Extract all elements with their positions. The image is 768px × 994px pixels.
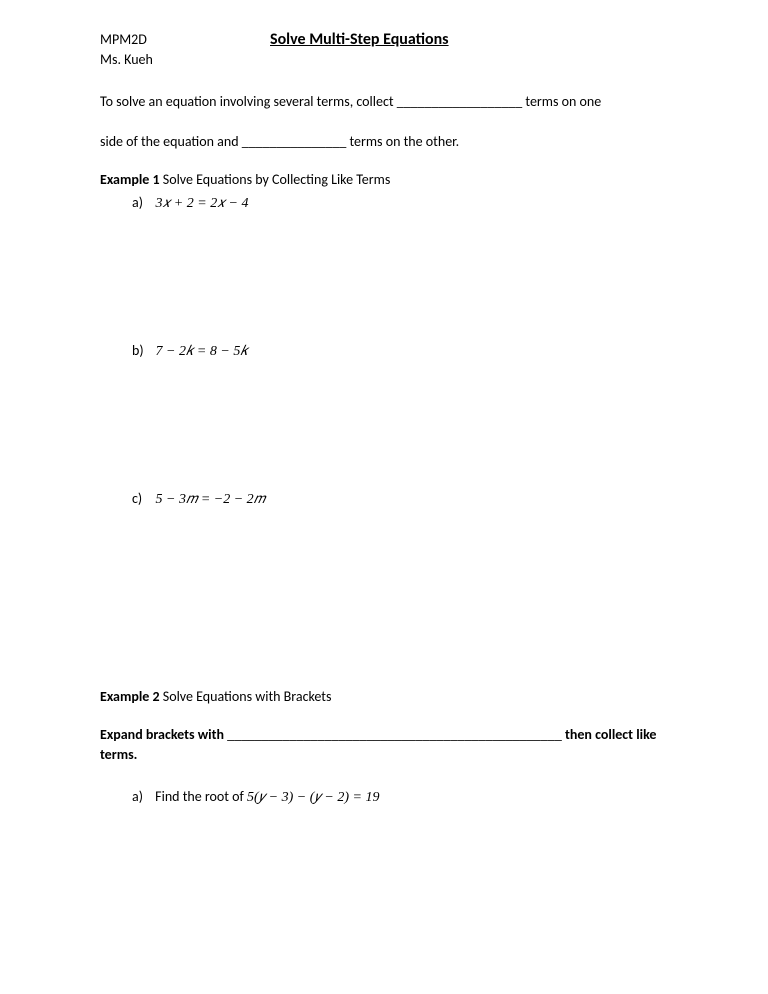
example1-label: Example 1 bbox=[100, 171, 160, 188]
problem-1c: c) 5 − 3𝑚 = −2 − 2𝑚 bbox=[100, 490, 668, 508]
example2-heading: Example 2 Solve Equations with Brackets bbox=[100, 688, 668, 705]
problem-1b-equation: 7 − 2𝑘 = 8 − 5𝑘 bbox=[156, 344, 248, 359]
problem-1a-equation: 3𝑥 + 2 = 2𝑥 − 4 bbox=[156, 196, 249, 211]
course-code: MPM2D bbox=[100, 31, 270, 48]
intro-text-1b: terms on one bbox=[522, 93, 601, 110]
workspace-1a bbox=[100, 212, 668, 342]
teacher-name: Ms. Kueh bbox=[100, 51, 668, 68]
example1-heading: Example 1 Solve Equations by Collecting … bbox=[100, 171, 668, 188]
intro-line-2: side of the equation and _______________… bbox=[100, 132, 668, 152]
problem-1c-label: c) bbox=[132, 490, 152, 507]
example2-label: Example 2 bbox=[100, 688, 160, 705]
problem-1c-equation: 5 − 3𝑚 = −2 − 2𝑚 bbox=[156, 492, 266, 507]
workspace-1b bbox=[100, 360, 668, 490]
problem-2a: a) Find the root of 5(𝑦 − 3) − (𝑦 − 2) =… bbox=[100, 788, 668, 806]
intro-blank-2: _______________ bbox=[242, 133, 347, 150]
problem-1b: b) 7 − 2𝑘 = 8 − 5𝑘 bbox=[100, 342, 668, 360]
example1-text: Solve Equations by Collecting Like Terms bbox=[160, 171, 391, 188]
page-title: Solve Multi-Step Equations bbox=[270, 30, 449, 49]
problem-1a-label: a) bbox=[132, 194, 152, 211]
example2-text: Solve Equations with Brackets bbox=[160, 688, 332, 705]
intro-text-2a: side of the equation and bbox=[100, 133, 242, 150]
intro-text-1a: To solve an equation involving several t… bbox=[100, 93, 397, 110]
problem-1a: a) 3𝑥 + 2 = 2𝑥 − 4 bbox=[100, 194, 668, 212]
example2-instr-1: Expand brackets with bbox=[100, 726, 227, 743]
example2-instruction: Expand brackets with ___________________… bbox=[100, 725, 668, 764]
header-row: MPM2D Solve Multi-Step Equations bbox=[100, 30, 668, 49]
problem-1b-label: b) bbox=[132, 342, 152, 359]
intro-text-2b: terms on the other. bbox=[346, 133, 459, 150]
intro-line-1: To solve an equation involving several t… bbox=[100, 92, 668, 112]
problem-2a-text: Find the root of bbox=[155, 788, 247, 805]
workspace-1c bbox=[100, 508, 668, 688]
intro-blank-1: __________________ bbox=[397, 93, 523, 110]
problem-2a-equation: 5(𝑦 − 3) − (𝑦 − 2) = 19 bbox=[247, 790, 380, 805]
example2-blank: ________________________________________… bbox=[227, 726, 562, 743]
problem-2a-label: a) bbox=[132, 788, 152, 805]
